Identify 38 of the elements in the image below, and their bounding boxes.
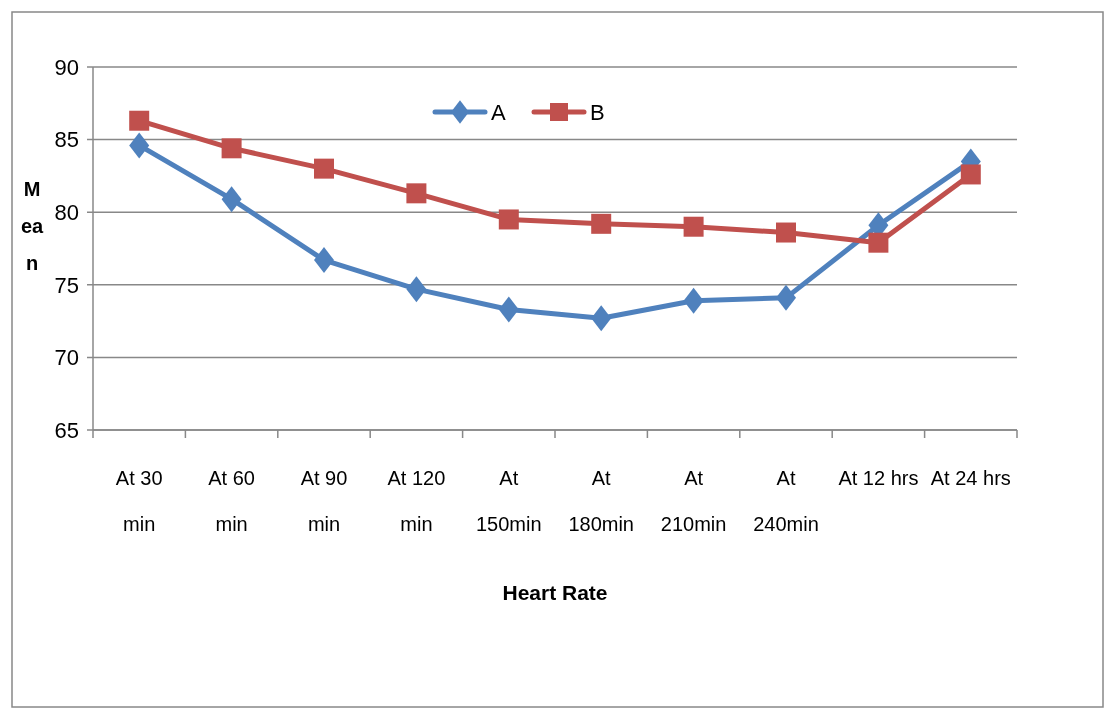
x-tick-label: At 24 hrs [930, 467, 1011, 489]
category-label: At 150min [476, 467, 542, 535]
point [406, 276, 427, 303]
legend-label: A [491, 99, 506, 125]
point [776, 284, 796, 311]
point [591, 213, 612, 234]
point [960, 164, 981, 185]
point [776, 222, 796, 243]
category-label: At 240min [753, 467, 819, 535]
category-label: At 30 min [115, 467, 163, 535]
point [498, 296, 519, 323]
y-axis-title: Mean [20, 178, 44, 274]
y-tick-label: 90 [54, 54, 79, 80]
point [406, 183, 427, 204]
point [129, 110, 150, 131]
point [314, 158, 334, 179]
point [498, 209, 519, 230]
category-label: At 210min [660, 467, 727, 535]
point [314, 247, 334, 274]
point [221, 186, 242, 213]
x-tick-label: At 12 hrs [838, 467, 919, 489]
y-tick-label: 70 [54, 345, 79, 371]
y-tick-label: 85 [54, 127, 79, 153]
category-label: At 60 min [208, 467, 255, 535]
category-label: At 120 min [387, 467, 446, 535]
legend-label: B [590, 99, 605, 125]
point [868, 232, 889, 253]
point [683, 216, 704, 237]
y-tick-label: 65 [54, 417, 79, 443]
x-axis-title: Heart Rate [502, 581, 608, 604]
point [129, 132, 150, 159]
y-tick-label: 80 [54, 199, 79, 225]
point [683, 287, 704, 314]
point [591, 305, 612, 332]
y-tick-label: 75 [54, 272, 79, 298]
point [221, 138, 242, 159]
category-label: At 90 min [300, 467, 348, 535]
category-label: At 180min [568, 467, 634, 535]
